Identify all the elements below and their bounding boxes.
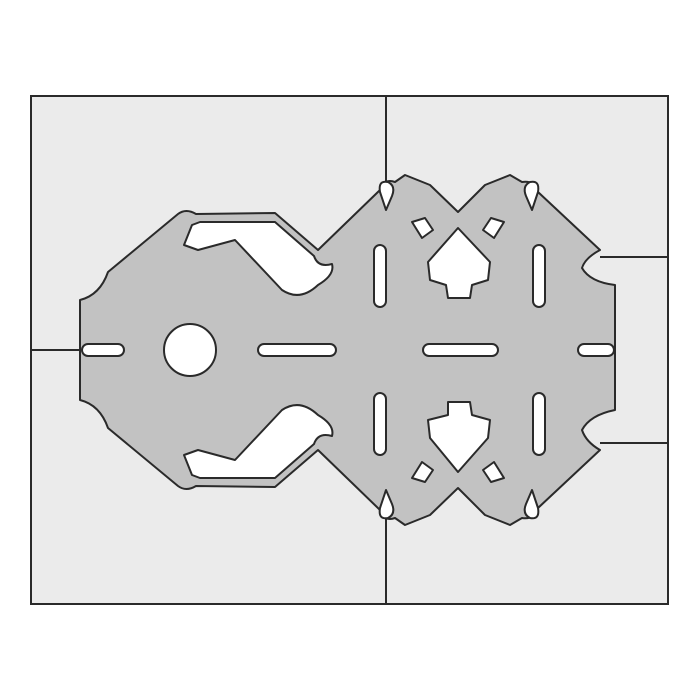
small-cutout: [411, 461, 434, 483]
slot: [81, 343, 125, 357]
corner-notch: [523, 180, 540, 211]
slot: [373, 392, 387, 456]
hook-cutout: [183, 221, 334, 296]
mounting-plate: [79, 174, 616, 526]
hook-cutout: [183, 404, 334, 479]
slot: [577, 343, 615, 357]
slot: [532, 392, 546, 456]
slot: [257, 343, 337, 357]
slot: [373, 244, 387, 308]
shaped-cutout: [427, 227, 491, 299]
corner-notch: [378, 489, 395, 520]
corner-notch: [378, 180, 395, 211]
shaped-cutout: [427, 401, 491, 473]
small-cutout: [411, 217, 434, 239]
round-hole: [163, 323, 217, 377]
small-cutout: [482, 217, 505, 239]
corner-notch: [523, 489, 540, 520]
slot: [422, 343, 499, 357]
slot: [532, 244, 546, 308]
small-cutout: [482, 461, 505, 483]
